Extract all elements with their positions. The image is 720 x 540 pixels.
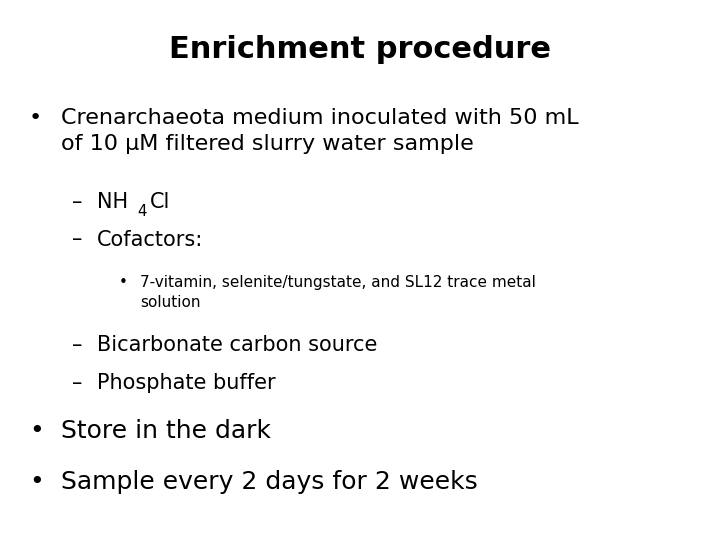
- Text: 7-vitamin, selenite/tungstate, and SL12 trace metal
solution: 7-vitamin, selenite/tungstate, and SL12 …: [140, 275, 536, 309]
- Text: NH: NH: [97, 192, 128, 212]
- Text: Store in the dark: Store in the dark: [61, 418, 271, 442]
- Text: –: –: [72, 230, 82, 249]
- Text: Bicarbonate carbon source: Bicarbonate carbon source: [97, 335, 377, 355]
- Text: Phosphate buffer: Phosphate buffer: [97, 373, 276, 393]
- Text: Cl: Cl: [150, 192, 170, 212]
- Text: –: –: [72, 373, 82, 393]
- Text: •: •: [29, 470, 43, 494]
- Text: •: •: [119, 275, 127, 291]
- Text: 4: 4: [138, 204, 147, 219]
- Text: –: –: [72, 335, 82, 355]
- Text: Crenarchaeota medium inoculated with 50 mL
of 10 μM filtered slurry water sample: Crenarchaeota medium inoculated with 50 …: [61, 108, 579, 153]
- Text: –: –: [72, 192, 82, 212]
- Text: Enrichment procedure: Enrichment procedure: [169, 35, 551, 64]
- Text: •: •: [29, 418, 43, 442]
- Text: Sample every 2 days for 2 weeks: Sample every 2 days for 2 weeks: [61, 470, 478, 494]
- Text: Cofactors:: Cofactors:: [97, 230, 204, 249]
- Text: •: •: [29, 108, 42, 128]
